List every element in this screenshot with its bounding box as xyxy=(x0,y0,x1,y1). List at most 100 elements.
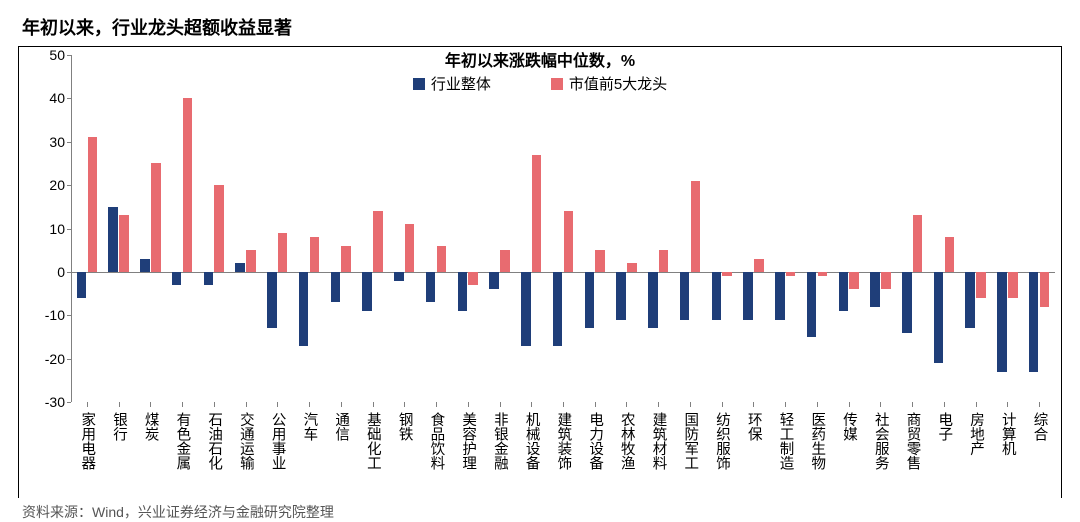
bar-series2 xyxy=(437,246,447,272)
x-tick-label: 纺织服饰 xyxy=(713,412,730,470)
bar-series1 xyxy=(616,272,626,320)
bar-series1 xyxy=(712,272,722,320)
source-line: 资料来源：Wind，兴业证券经济与金融研究院整理 xyxy=(22,502,1062,522)
x-tick-label: 综合 xyxy=(1031,412,1048,441)
bar-series2 xyxy=(849,272,859,289)
bar-series2 xyxy=(532,155,542,272)
bar-series2 xyxy=(1040,272,1050,307)
y-tick-label: -10 xyxy=(19,307,65,323)
bar-series1 xyxy=(521,272,531,346)
bar-series1 xyxy=(426,272,436,302)
x-tick-label: 国防军工 xyxy=(682,412,699,470)
x-tick-label: 食品饮料 xyxy=(428,412,445,470)
legend: 年初以来涨跌幅中位数，% 行业整体 市值前5大龙头 xyxy=(280,47,800,94)
chart-area: 年初以来涨跌幅中位数，% 行业整体 市值前5大龙头 -30-20-1001020… xyxy=(18,46,1062,498)
plot-area xyxy=(71,55,1055,402)
x-tick-label: 有色金属 xyxy=(174,412,191,470)
x-tick-label: 银行 xyxy=(110,412,127,441)
bars-layer xyxy=(71,55,1055,402)
x-tick-label: 轻工制造 xyxy=(777,412,794,470)
bar-series1 xyxy=(775,272,785,320)
bar-series2 xyxy=(564,211,574,272)
bar-series1 xyxy=(1029,272,1039,372)
bar-series2 xyxy=(500,250,510,272)
legend-title: 年初以来涨跌幅中位数，% xyxy=(280,47,800,71)
bar-series2 xyxy=(88,137,98,271)
bar-series1 xyxy=(648,272,658,328)
x-tick-label: 非银金融 xyxy=(491,412,508,470)
bar-series2 xyxy=(722,272,732,276)
x-tick-label: 房地产 xyxy=(967,412,984,456)
x-tick-label: 农林牧渔 xyxy=(618,412,635,470)
x-axis-labels: 家用电器银行煤炭有色金属石油石化交通运输公用事业汽车通信基础化工钢铁食品饮料美容… xyxy=(71,406,1055,498)
x-tick-label: 计算机 xyxy=(999,412,1016,456)
bar-series1 xyxy=(585,272,595,328)
chart-title: 年初以来，行业龙头超额收益显著 xyxy=(22,14,1062,40)
bar-series1 xyxy=(331,272,341,302)
bar-series1 xyxy=(743,272,753,320)
bar-series2 xyxy=(881,272,891,289)
x-tick-label: 医药生物 xyxy=(809,412,826,470)
bar-series1 xyxy=(839,272,849,311)
x-tick-label: 交通运输 xyxy=(237,412,254,470)
bar-series1 xyxy=(394,272,404,281)
bar-series2 xyxy=(310,237,320,272)
bar-series1 xyxy=(235,263,245,272)
bar-series2 xyxy=(945,237,955,272)
bar-series1 xyxy=(299,272,309,346)
x-tick-label: 美容护理 xyxy=(459,412,476,470)
bar-series2 xyxy=(119,215,129,271)
bar-series2 xyxy=(754,259,764,272)
legend-label-series1: 行业整体 xyxy=(431,73,491,94)
x-tick-label: 公用事业 xyxy=(269,412,286,470)
bar-series1 xyxy=(458,272,468,311)
x-tick-label: 社会服务 xyxy=(872,412,889,470)
bar-series2 xyxy=(246,250,256,272)
y-tick-label: -30 xyxy=(19,394,65,410)
bar-series1 xyxy=(140,259,150,272)
x-tick-label: 汽车 xyxy=(301,412,318,441)
x-tick-label: 钢铁 xyxy=(396,412,413,441)
bar-series1 xyxy=(108,207,118,272)
x-tick-label: 电力设备 xyxy=(586,412,603,470)
legend-item-series2: 市值前5大龙头 xyxy=(551,73,667,94)
x-tick-label: 建筑材料 xyxy=(650,412,667,470)
bar-series2 xyxy=(691,181,701,272)
y-tick-label: 10 xyxy=(19,221,65,237)
bar-series2 xyxy=(183,98,193,272)
bar-series2 xyxy=(627,263,637,272)
bar-series2 xyxy=(468,272,478,285)
x-tick-label: 基础化工 xyxy=(364,412,381,470)
bar-series2 xyxy=(1008,272,1018,298)
bar-series2 xyxy=(913,215,923,271)
y-tick-mark xyxy=(67,402,71,403)
bar-series1 xyxy=(902,272,912,333)
bar-series1 xyxy=(553,272,563,346)
x-tick-label: 传媒 xyxy=(840,412,857,441)
bar-series1 xyxy=(489,272,499,289)
y-tick-label: 40 xyxy=(19,90,65,106)
y-tick-label: 50 xyxy=(19,47,65,63)
legend-label-series2: 市值前5大龙头 xyxy=(569,73,667,94)
bar-series1 xyxy=(870,272,880,307)
x-tick-label: 通信 xyxy=(332,412,349,441)
bar-series2 xyxy=(786,272,796,276)
bar-series2 xyxy=(659,250,669,272)
x-tick-label: 电子 xyxy=(936,412,953,441)
bar-series1 xyxy=(807,272,817,337)
x-tick-label: 机械设备 xyxy=(523,412,540,470)
bar-series1 xyxy=(204,272,214,285)
bar-series2 xyxy=(214,185,224,272)
x-tick-label: 环保 xyxy=(745,412,762,441)
y-tick-label: 30 xyxy=(19,134,65,150)
bar-series1 xyxy=(680,272,690,320)
x-tick-label: 建筑装饰 xyxy=(555,412,572,470)
legend-swatch-series2 xyxy=(551,78,563,90)
bar-series1 xyxy=(997,272,1007,372)
bar-series1 xyxy=(934,272,944,363)
bar-series2 xyxy=(976,272,986,298)
bar-series1 xyxy=(267,272,277,328)
x-tick-label: 家用电器 xyxy=(79,412,96,470)
x-tick-label: 石油石化 xyxy=(205,412,222,470)
legend-swatch-series1 xyxy=(413,78,425,90)
